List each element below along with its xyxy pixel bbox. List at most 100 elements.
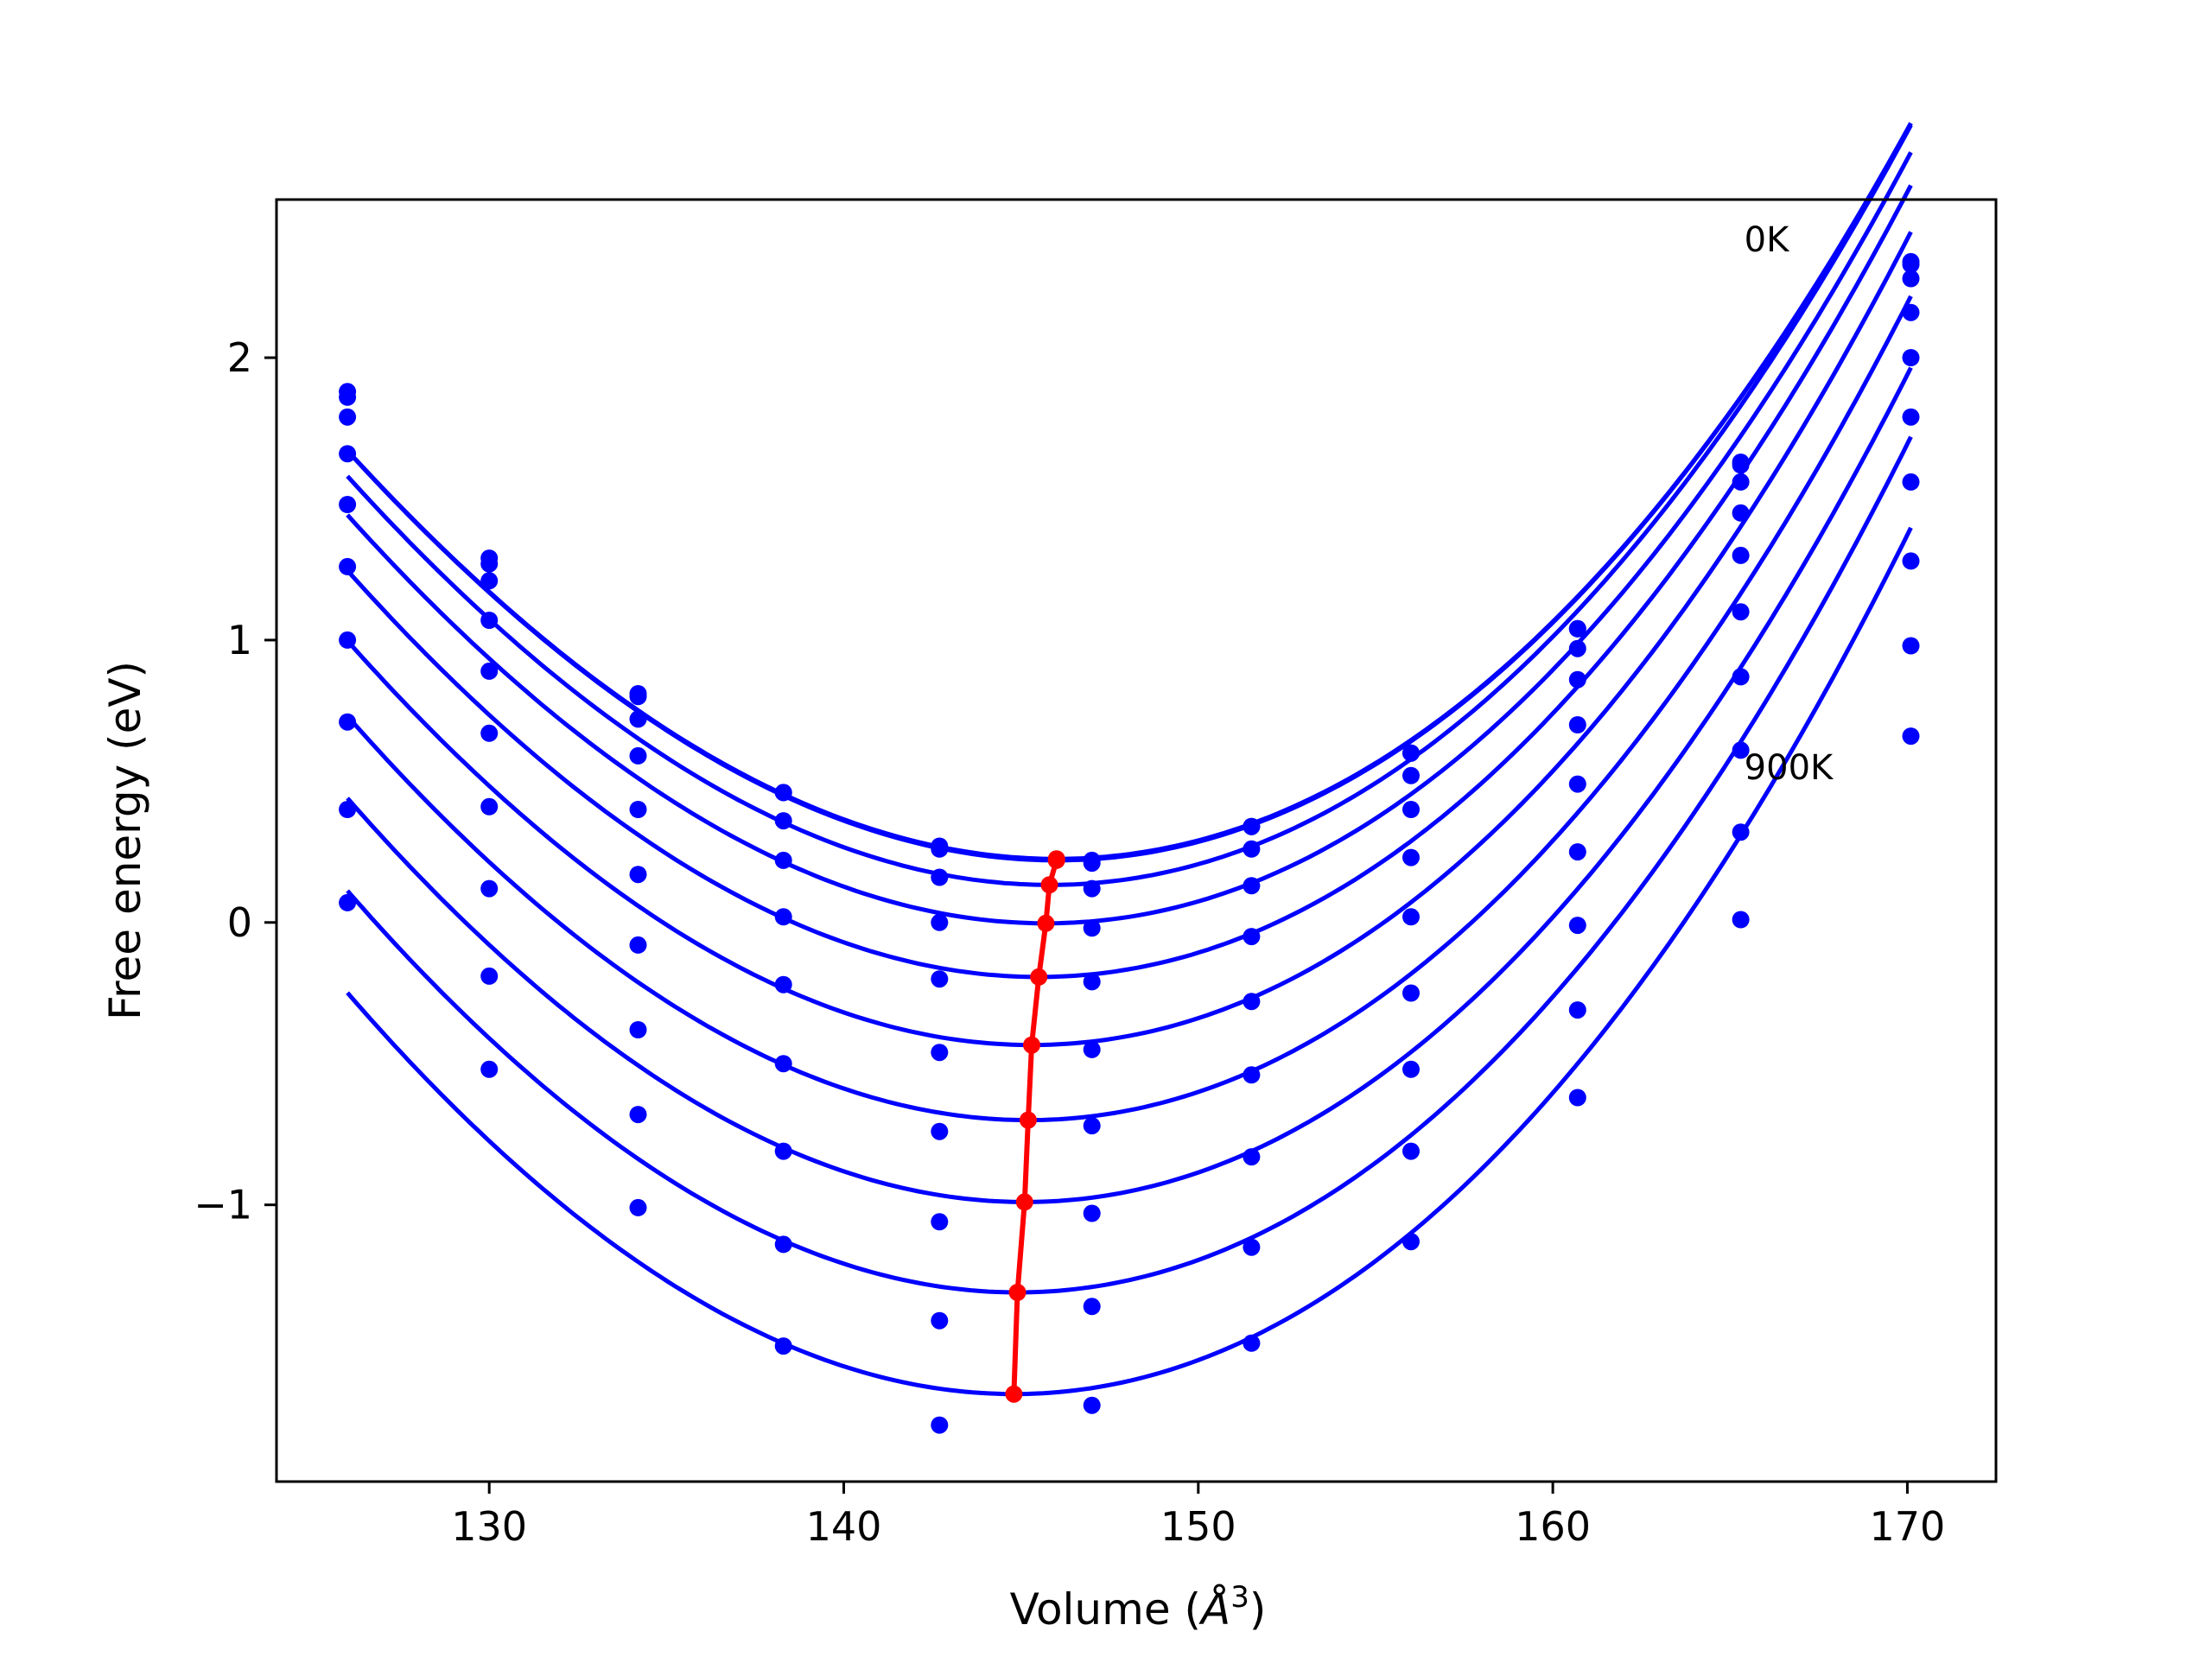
data-point-700K-6 xyxy=(1243,1148,1261,1166)
fit-curve-100K xyxy=(346,122,1913,863)
annotation-label: 900K xyxy=(1745,748,1834,788)
data-point-300K-9 xyxy=(1732,504,1750,522)
data-point-200K-8 xyxy=(1568,639,1586,657)
data-point-300K-6 xyxy=(1243,877,1261,895)
data-point-900K-8 xyxy=(1568,1089,1586,1107)
x-axis-label-superscript: 3 xyxy=(1230,1580,1249,1615)
data-point-900K-3 xyxy=(774,1337,792,1355)
data-point-600K-7 xyxy=(1402,984,1420,1002)
data-point-500K-3 xyxy=(774,975,792,993)
data-points xyxy=(339,252,1920,1434)
data-point-400K-10 xyxy=(1902,349,1920,366)
minima-point-9 xyxy=(1005,1385,1023,1403)
data-point-200K-1 xyxy=(480,572,499,590)
fit-curves xyxy=(346,122,1913,1397)
minima-point-2 xyxy=(1040,876,1058,894)
data-point-300K-8 xyxy=(1568,670,1586,689)
data-point-200K-4 xyxy=(931,868,949,886)
data-point-400K-3 xyxy=(774,908,792,926)
minima-point-6 xyxy=(1019,1111,1037,1129)
data-point-400K-8 xyxy=(1568,716,1586,733)
data-point-200K-5 xyxy=(1083,879,1101,898)
data-point-200K-10 xyxy=(1902,270,1920,288)
data-point-900K-7 xyxy=(1402,1233,1420,1251)
data-point-500K-8 xyxy=(1568,775,1586,793)
data-point-300K-3 xyxy=(774,851,792,869)
data-point-800K-6 xyxy=(1243,1238,1261,1256)
data-point-600K-2 xyxy=(629,936,647,954)
data-point-700K-4 xyxy=(931,1213,949,1231)
data-point-200K-7 xyxy=(1402,766,1420,784)
data-point-300K-5 xyxy=(1083,919,1101,937)
fit-curve-400K xyxy=(346,184,1913,980)
data-point-900K-2 xyxy=(629,1198,647,1216)
data-point-400K-0 xyxy=(339,496,357,513)
data-point-700K-8 xyxy=(1568,917,1586,935)
data-point-900K-4 xyxy=(931,1416,949,1434)
data-point-300K-4 xyxy=(931,913,949,931)
data-point-200K-2 xyxy=(629,710,647,728)
fit-curve-700K xyxy=(346,366,1913,1204)
data-point-600K-3 xyxy=(774,1055,792,1073)
data-point-800K-2 xyxy=(629,1106,647,1124)
data-point-100K-7 xyxy=(1402,744,1420,762)
data-point-700K-7 xyxy=(1402,1060,1420,1078)
fit-curve-200K xyxy=(346,124,1913,887)
data-point-800K-4 xyxy=(931,1311,949,1330)
data-point-400K-9 xyxy=(1732,546,1750,564)
data-point-600K-9 xyxy=(1732,668,1750,686)
y-axis-label: Free energy (eV) xyxy=(100,661,150,1020)
data-point-100K-10 xyxy=(1902,256,1920,274)
data-point-600K-4 xyxy=(931,1122,949,1140)
data-point-600K-5 xyxy=(1083,1117,1101,1135)
minima-point-3 xyxy=(1037,914,1055,932)
data-point-900K-10 xyxy=(1902,727,1920,746)
minima-point-8 xyxy=(1008,1284,1027,1301)
data-point-900K-5 xyxy=(1083,1396,1101,1414)
data-point-100K-9 xyxy=(1732,456,1750,474)
x-tick-label: 170 xyxy=(1870,1503,1946,1550)
data-point-900K-1 xyxy=(480,1060,499,1078)
data-point-700K-1 xyxy=(480,879,499,898)
data-point-100K-6 xyxy=(1243,817,1261,835)
data-point-300K-1 xyxy=(480,612,499,629)
data-point-700K-5 xyxy=(1083,1204,1101,1222)
minima-point-1 xyxy=(1047,851,1065,869)
data-point-400K-6 xyxy=(1243,928,1261,946)
data-point-300K-2 xyxy=(629,746,647,765)
fit-curve-900K xyxy=(346,526,1913,1397)
data-point-700K-2 xyxy=(629,1021,647,1038)
axes: 130 140 150 160 170 −1 0 1 2 xyxy=(194,334,1945,1550)
data-point-400K-2 xyxy=(629,801,647,818)
data-point-200K-9 xyxy=(1732,473,1750,491)
data-point-900K-6 xyxy=(1243,1334,1261,1352)
data-point-800K-7 xyxy=(1402,1142,1420,1160)
minima-point-5 xyxy=(1023,1036,1040,1054)
data-point-600K-0 xyxy=(339,631,357,649)
x-tick-label: 140 xyxy=(806,1503,882,1550)
data-point-100K-2 xyxy=(629,688,647,706)
data-point-300K-7 xyxy=(1402,801,1420,818)
y-tick-label: 1 xyxy=(227,617,252,663)
data-point-400K-4 xyxy=(931,970,949,988)
x-tick-label: 150 xyxy=(1160,1503,1236,1550)
data-point-500K-0 xyxy=(339,557,357,575)
minima-point-7 xyxy=(1015,1193,1033,1211)
data-point-600K-8 xyxy=(1568,843,1586,861)
data-point-600K-10 xyxy=(1902,473,1920,491)
data-point-700K-0 xyxy=(339,713,357,731)
data-point-800K-5 xyxy=(1083,1298,1101,1316)
fit-curve-300K xyxy=(346,151,1913,926)
data-point-200K-0 xyxy=(339,408,357,426)
data-point-100K-4 xyxy=(931,840,949,858)
data-point-500K-1 xyxy=(480,724,499,742)
data-point-100K-3 xyxy=(774,784,792,802)
data-point-200K-6 xyxy=(1243,840,1261,858)
fit-curve-800K xyxy=(346,435,1913,1295)
data-point-800K-0 xyxy=(339,801,357,818)
data-point-400K-5 xyxy=(1083,973,1101,991)
x-axis-label-close: ) xyxy=(1249,1584,1267,1634)
minima-line xyxy=(1011,859,1059,1394)
